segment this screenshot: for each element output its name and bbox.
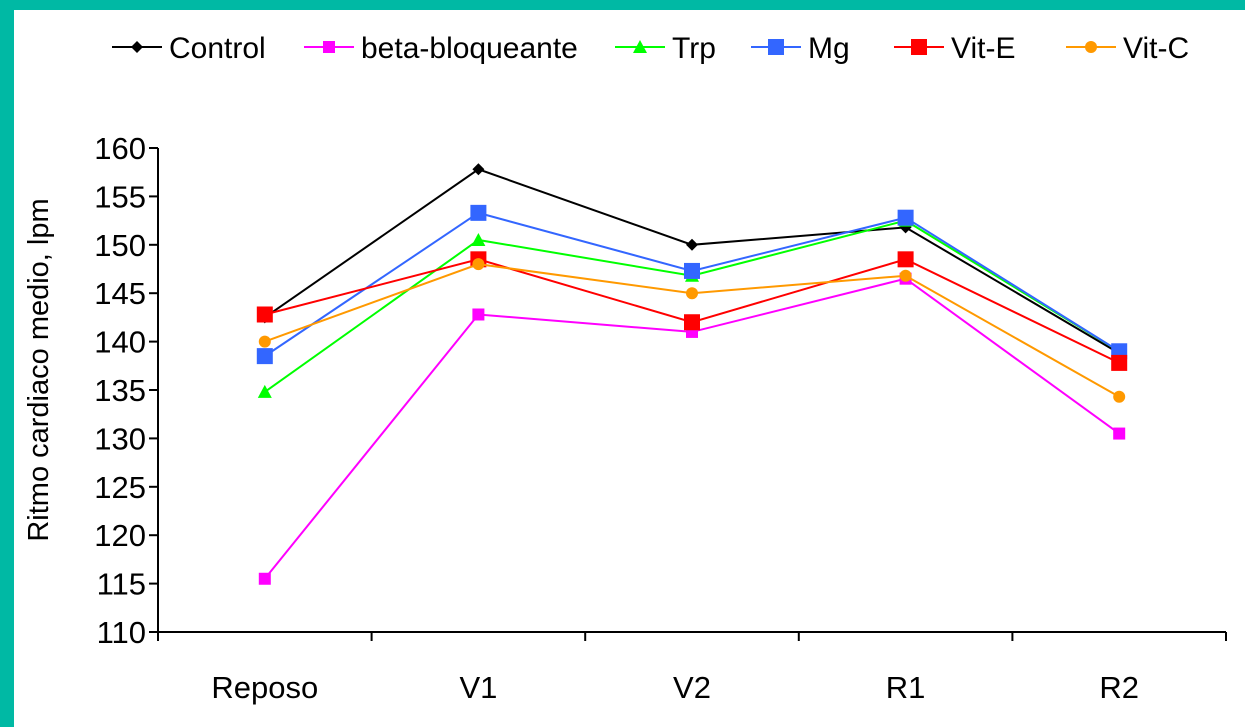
legend-item-beta-bloqueante: beta-bloqueante [304,32,578,65]
data-point [1113,427,1126,440]
data-point [686,238,698,251]
series-vit-e [256,251,1128,371]
y-tick-label: 135 [94,373,146,408]
data-point [323,41,335,53]
legend-item-mg: Mg [751,32,850,65]
y-tick-label: 115 [97,567,146,602]
series-mg [256,204,1128,365]
legend-item-trp: Trp [615,32,716,65]
legend-label: Mg [808,32,850,65]
y-tick-label: 160 [94,131,146,166]
data-point [1111,354,1128,371]
series-group [256,163,1128,585]
legend-item-vit-e: Vit-E [894,32,1015,65]
data-point [897,209,914,226]
series-vit-c [258,258,1126,403]
legend-label: Control [169,32,266,65]
legend-label: Vit-E [951,32,1015,65]
y-axis-title: Ritmo cardiaco medio, lpm [23,198,55,541]
y-tick-label: 145 [94,276,146,311]
x-tick-label: V2 [673,670,711,705]
y-tick-label: 125 [94,470,146,505]
x-axis: Reposo V1 V2 R1 R2 [157,631,1227,705]
data-point [471,232,486,246]
data-point [684,262,700,279]
y-tick-label: 150 [94,228,146,263]
data-point [472,163,485,176]
data-point [256,306,273,323]
y-axis: 110 115 120 125 130 135 140 145 150 155 160 [94,131,159,650]
legend: Control beta-bloqueante Trp Mg Vit-E Vit-C [112,32,1189,65]
data-point [258,572,271,585]
data-point [256,348,273,365]
legend-item-control: Control [112,32,266,65]
line-chart: Control beta-bloqueante Trp Mg Vit-E Vit-C 11… [23,32,1227,705]
legend-item-vit-c: Vit-C [1066,32,1189,65]
data-point [472,258,485,271]
y-tick-label: 130 [94,421,146,456]
x-tick-label: R1 [886,670,926,705]
legend-label: Trp [672,32,716,65]
data-point [911,39,927,55]
data-point [684,314,700,331]
data-point [686,287,698,300]
data-point [258,335,271,348]
x-tick-label: Reposo [211,670,318,705]
data-point [633,40,647,53]
data-point [897,251,914,268]
data-point [899,269,912,282]
x-tick-label: V1 [459,670,497,705]
data-point [768,39,784,55]
data-point [470,204,487,221]
y-tick-label: 120 [94,518,146,553]
legend-label: Vit-C [1123,32,1189,65]
x-tick-label: R2 [1099,670,1139,705]
data-point [257,384,272,398]
data-point [1085,41,1097,53]
data-point [131,41,143,53]
data-point [472,308,485,321]
legend-label: beta-bloqueante [361,32,578,65]
data-point [1113,390,1126,403]
y-tick-label: 140 [94,325,146,360]
y-tick-label: 110 [97,615,146,650]
y-tick-label: 155 [94,179,146,214]
